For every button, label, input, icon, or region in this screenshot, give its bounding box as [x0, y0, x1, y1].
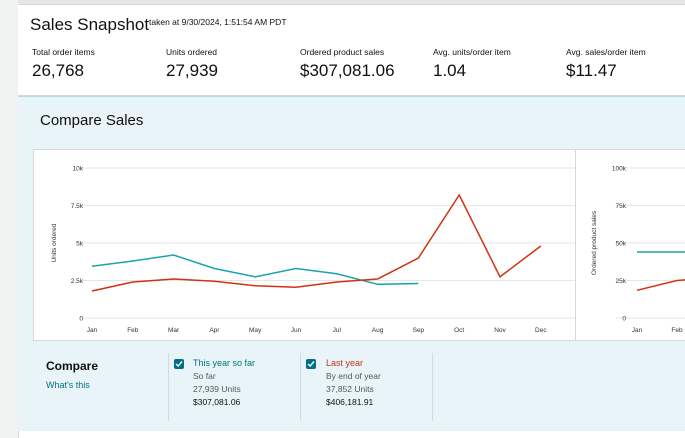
y-tick-label: 0 — [79, 316, 83, 323]
this-year-name: This year so far — [193, 358, 256, 368]
metric-ordered-product-sales: Ordered product sales $307,081.06 — [300, 47, 395, 81]
x-tick-label: Jan — [632, 327, 643, 334]
compare-legend-area: Compare What's this This year so far So … — [28, 351, 588, 423]
snapshot-timestamp: taken at 9/30/2024, 1:51:54 AM PDT — [149, 17, 287, 27]
y-tick-label: 0 — [622, 316, 626, 323]
x-tick-label: Aug — [372, 327, 384, 334]
y-tick-label: 2.5k — [71, 278, 84, 285]
metric-units-ordered: Units ordered 27,939 — [166, 47, 218, 81]
metric-label: Units ordered — [166, 47, 218, 57]
top-divider — [18, 0, 685, 5]
sales-snapshot-header: Sales Snapshot taken at 9/30/2024, 1:51:… — [18, 5, 685, 44]
last-year-sub: By end of year — [326, 371, 381, 381]
units-ordered-chart-svg: 0 2.5k 5k 7.5k 10k Units ordered Jan Feb Mar Apr M… — [51, 166, 575, 334]
whats-this-link[interactable]: What's this — [46, 380, 90, 390]
last-year-sales: $406,181.91 — [326, 397, 374, 407]
compare-sales-title: Compare Sales — [40, 112, 144, 129]
metric-value: 27,939 — [166, 61, 218, 80]
units-ordered-chart: 0 2.5k 5k 7.5k 10k Units ordered Jan Feb Mar Apr M… — [33, 149, 576, 341]
metric-label: Avg. sales/order item — [566, 47, 646, 57]
metric-value: $11.47 — [566, 61, 617, 80]
ordered-product-sales-chart-svg: 0 25k 50k 75k 100k Ordered product sales Jan Fe… — [591, 166, 685, 334]
metric-label: Avg. units/order item — [433, 47, 511, 57]
checkmark-icon — [175, 361, 183, 368]
metric-label: Total order items — [32, 47, 95, 57]
checkmark-icon — [307, 361, 315, 368]
page-title: Sales Snapshot — [30, 15, 150, 34]
series-line — [91, 254, 419, 286]
y-tick-label: 5k — [76, 241, 84, 248]
last-year-units: 37,852 Units — [326, 384, 374, 394]
x-tick-label: Feb — [127, 327, 139, 334]
divider — [168, 353, 169, 421]
this-year-checkbox[interactable] — [174, 359, 184, 369]
y-tick-label: 100k — [612, 166, 627, 173]
metric-avg-units-per-order-item: Avg. units/order item 1.04 — [433, 47, 511, 81]
series-line — [91, 193, 542, 292]
x-tick-label: Oct — [454, 327, 464, 334]
x-tick-label: Jan — [87, 327, 98, 334]
y-tick-label: 25k — [616, 278, 627, 285]
series-line — [636, 279, 685, 292]
y-tick-label: 50k — [616, 241, 627, 248]
divider — [432, 353, 433, 421]
y-tick-label: 7.5k — [71, 203, 84, 210]
metric-value: 26,768 — [32, 61, 84, 80]
this-year-legend: This year so far So far 27,939 Units $30… — [193, 357, 255, 409]
metric-label: Ordered product sales — [300, 47, 385, 57]
metrics-row: Total order items 26,768 Units ordered 2… — [18, 43, 685, 96]
x-tick-label: Feb — [671, 327, 683, 334]
x-tick-label: May — [249, 327, 262, 334]
x-tick-label: Dec — [535, 327, 547, 334]
metric-value: 1.04 — [433, 61, 467, 80]
this-year-sales: $307,081.06 — [193, 397, 241, 407]
last-year-checkbox[interactable] — [306, 359, 316, 369]
y-axis-label: Ordered product sales — [591, 210, 598, 275]
compare-label: Compare — [46, 359, 99, 373]
last-year-legend: Last year By end of year 37,852 Units $4… — [326, 357, 381, 409]
x-tick-label: Mar — [168, 327, 180, 334]
x-tick-label: Apr — [209, 327, 220, 334]
metric-avg-sales-per-order-item: Avg. sales/order item $11.47 — [566, 47, 646, 81]
metric-total-order-items: Total order items 26,768 — [32, 47, 95, 81]
this-year-units: 27,939 Units — [193, 384, 241, 394]
ordered-product-sales-chart: 0 25k 50k 75k 100k Ordered product sales Jan Fe… — [575, 149, 685, 341]
y-tick-label: 10k — [73, 166, 84, 173]
this-year-sub: So far — [193, 371, 216, 381]
y-tick-label: 75k — [616, 203, 627, 210]
metric-value: $307,081.06 — [300, 61, 395, 80]
x-tick-label: Sep — [413, 327, 425, 334]
x-tick-label: Nov — [494, 327, 506, 334]
divider — [300, 353, 301, 421]
x-tick-label: Jun — [291, 327, 302, 334]
y-axis-label: Units ordered — [51, 223, 58, 262]
x-tick-label: Jul — [333, 327, 342, 334]
last-year-name: Last year — [326, 358, 364, 368]
compare-sales-panel: Compare Sales 0 2.5k 5k 7.5k 10k Units ordere… — [18, 96, 685, 431]
